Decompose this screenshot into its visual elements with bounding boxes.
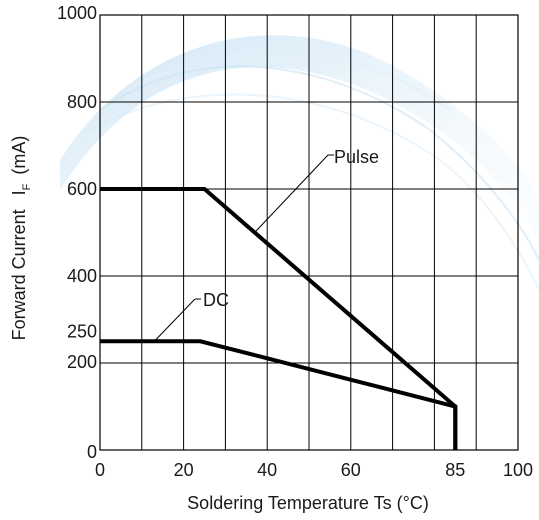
annotation-leader-dc — [153, 298, 196, 342]
x-tick-label: 100 — [503, 460, 533, 480]
annotation-label-dc: DC — [203, 290, 229, 310]
series-layer — [100, 187, 458, 450]
series-line-pulse — [100, 187, 458, 450]
x-tick-label: 40 — [257, 460, 277, 480]
x-tick-label: 85 — [445, 460, 465, 480]
y-axis-subscript: F — [21, 183, 33, 190]
y-axis-title: Forward Current IF (mA) — [9, 136, 33, 341]
series-line-dc — [100, 339, 458, 450]
y-axis-unit: (mA) — [9, 136, 29, 175]
annotations: Pulse DC — [153, 147, 379, 342]
y-tick-label: 0 — [87, 442, 97, 462]
y-tick-label: 400 — [67, 266, 97, 286]
annotation-leader-pulse — [254, 154, 329, 233]
annotation-label-pulse: Pulse — [334, 147, 379, 167]
grid — [99, 14, 519, 451]
y-tick-label: 800 — [67, 92, 97, 112]
y-axis-symbol: I — [9, 190, 29, 195]
x-tick-label: 0 — [95, 460, 105, 480]
y-tick-label: 600 — [67, 179, 97, 199]
y-tick-label: 250 — [67, 321, 97, 341]
y-axis-title-text: Forward Current — [9, 209, 29, 340]
x-tick-labels: 0 20 40 60 85 100 — [95, 460, 533, 480]
y-tick-label: 200 — [67, 352, 97, 372]
x-tick-label: 60 — [341, 460, 361, 480]
x-axis-title: Soldering Temperature Ts (°C) — [187, 493, 429, 513]
watermark — [60, 35, 539, 291]
y-tick-label: 1000 — [57, 3, 97, 23]
y-tick-labels: 0 200 250 400 600 800 1000 — [57, 3, 97, 462]
x-tick-label: 20 — [174, 460, 194, 480]
plot-frame — [99, 14, 519, 451]
